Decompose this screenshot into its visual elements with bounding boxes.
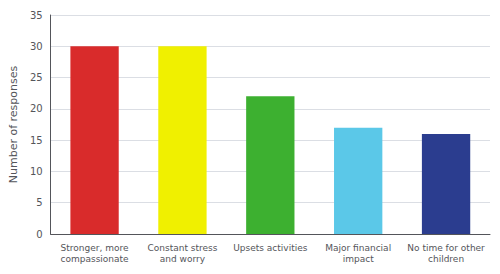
svg-text:15: 15 — [30, 135, 43, 146]
svg-text:10: 10 — [30, 166, 43, 177]
svg-text:No time for other: No time for other — [407, 243, 485, 253]
svg-text:Major financial: Major financial — [325, 243, 391, 253]
svg-text:5: 5 — [36, 197, 42, 208]
svg-text:compassionate: compassionate — [60, 254, 129, 264]
svg-text:Number of responses: Number of responses — [7, 65, 20, 183]
svg-text:0: 0 — [36, 229, 42, 240]
svg-text:and worry: and worry — [160, 254, 206, 264]
svg-text:20: 20 — [30, 103, 43, 114]
svg-text:impact: impact — [343, 254, 374, 264]
svg-text:25: 25 — [30, 72, 43, 83]
svg-text:Upsets activities: Upsets activities — [233, 243, 307, 253]
svg-text:Constant stress: Constant stress — [147, 243, 217, 253]
svg-text:Stronger, more: Stronger, more — [61, 243, 129, 253]
svg-text:children: children — [428, 254, 464, 264]
svg-text:35: 35 — [30, 10, 43, 21]
svg-text:30: 30 — [30, 41, 43, 52]
